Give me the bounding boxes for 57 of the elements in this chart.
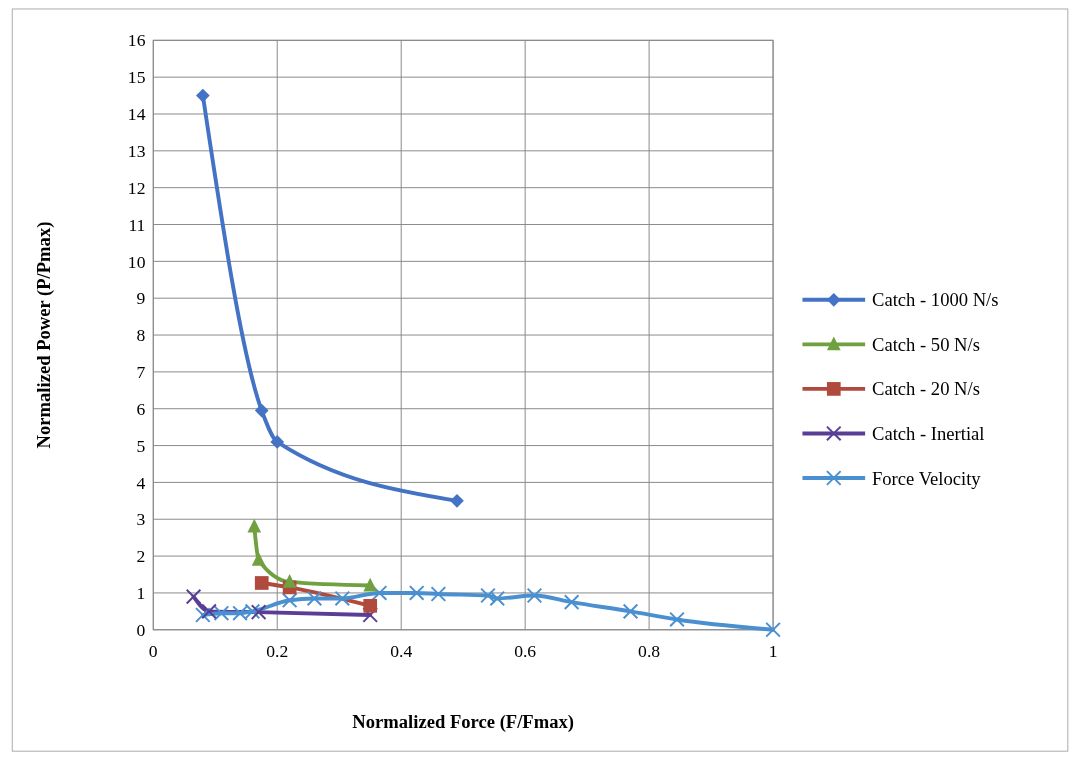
y-tick-label: 11: [128, 214, 146, 235]
y-tick-label: 13: [127, 141, 146, 161]
y-tick-label: 0: [136, 619, 146, 640]
legend-label: Catch - 50 N/s: [871, 333, 980, 355]
point: [622, 603, 639, 620]
y-tick-label: 9: [136, 288, 146, 309]
point: [334, 590, 351, 607]
y-tick-label: 8: [136, 325, 146, 346]
y-tick-label: 7: [136, 362, 146, 383]
y-tick-label: 16: [127, 30, 146, 51]
y-tick-label: 6: [136, 398, 146, 419]
legend-label: Catch - 20 N/s: [871, 378, 980, 400]
y-tick-label: 14: [127, 104, 146, 125]
point: [196, 88, 210, 103]
y-tick-label: 1: [136, 583, 146, 604]
y-axis-title: Normalized Power (P/Pmax): [33, 221, 56, 449]
y-tick-label: 4: [136, 472, 146, 493]
point: [526, 587, 543, 604]
point: [765, 621, 781, 638]
legend-label: Force Velocity: [871, 467, 982, 489]
y-tick-label: 12: [127, 177, 146, 198]
point: [195, 607, 211, 623]
x-tick-label: 0.6: [514, 641, 537, 662]
point: [306, 590, 323, 607]
point: [489, 590, 506, 607]
x-tick-label: 0.8: [638, 641, 661, 662]
y-tick-label: 2: [136, 546, 146, 567]
point: [282, 574, 297, 588]
point: [185, 588, 202, 605]
point: [247, 518, 262, 533]
point: [254, 576, 269, 590]
point: [281, 592, 298, 609]
x-tick-label: 1: [768, 641, 778, 662]
legend-label: Catch - 1000 N/s: [871, 289, 999, 311]
x-tick-label: 0.4: [390, 641, 413, 662]
point: [430, 586, 447, 602]
point: [363, 577, 378, 592]
point: [669, 611, 685, 628]
point: [254, 403, 269, 418]
point: [480, 587, 496, 604]
point: [201, 603, 217, 620]
point: [213, 605, 230, 622]
point: [408, 585, 425, 601]
point: [251, 551, 266, 566]
y-tick-label: 15: [127, 67, 146, 88]
point: [563, 594, 580, 610]
y-tick-label: 5: [136, 435, 146, 456]
x-tick-label: 0.2: [266, 641, 289, 662]
point: [270, 435, 285, 449]
point: [450, 493, 464, 508]
point: [371, 585, 388, 601]
legend-label: Catch - Inertial: [871, 422, 985, 444]
y-tick-label: 3: [136, 509, 146, 530]
point: [363, 598, 378, 613]
y-tick-label: 10: [127, 251, 146, 272]
x-axis-title: Normalized Force (F/Fmax): [352, 710, 575, 733]
point: [250, 604, 267, 620]
